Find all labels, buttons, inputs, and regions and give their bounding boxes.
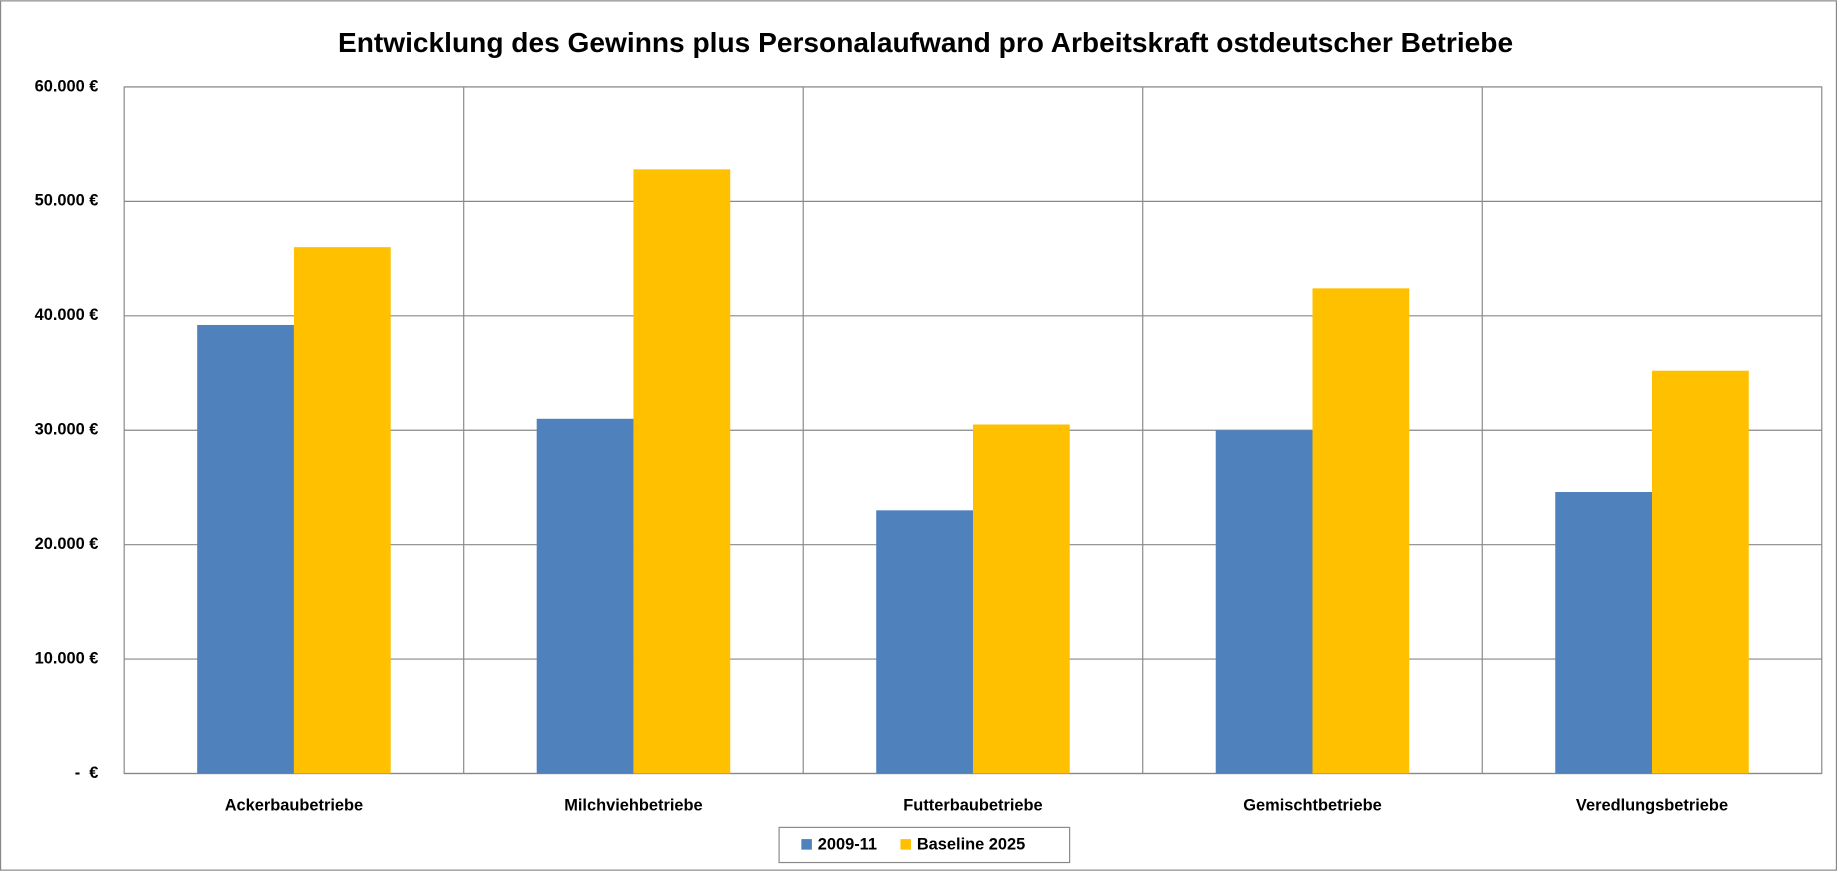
chart-title: Entwicklung des Gewinns plus Personalauf… xyxy=(338,27,1513,58)
legend-label: 2009-11 xyxy=(818,835,877,853)
bar xyxy=(293,247,391,774)
bar xyxy=(197,324,294,774)
y-tick-label: 10.000 € xyxy=(35,649,99,667)
y-tick-label: 60.000 € xyxy=(35,77,99,95)
y-tick-label: 40.000 € xyxy=(35,306,99,324)
legend-swatch xyxy=(900,839,911,850)
y-tick-label: 30.000 € xyxy=(35,421,99,439)
x-tick-label: Veredlungsbetriebe xyxy=(1576,797,1728,815)
bar xyxy=(1555,492,1653,774)
bar xyxy=(1312,288,1410,774)
legend-box xyxy=(778,826,1071,864)
bar xyxy=(876,510,973,774)
legend-swatch xyxy=(801,839,812,850)
y-tick-label: 50.000 € xyxy=(35,192,99,210)
x-tick-label: Ackerbaubetriebe xyxy=(225,797,363,815)
bar xyxy=(633,169,731,774)
x-tick-label: Futterbaubetriebe xyxy=(903,797,1042,815)
y-tick-label: - € xyxy=(75,764,99,782)
bar xyxy=(1215,430,1313,774)
bar xyxy=(536,418,634,774)
legend-label: Baseline 2025 xyxy=(917,835,1025,853)
x-tick-label: Gemischtbetriebe xyxy=(1243,797,1381,815)
x-tick-label: Milchviehbetriebe xyxy=(564,797,702,815)
bar xyxy=(1652,370,1749,774)
y-tick-label: 20.000 € xyxy=(35,535,99,553)
bar xyxy=(972,424,1070,774)
